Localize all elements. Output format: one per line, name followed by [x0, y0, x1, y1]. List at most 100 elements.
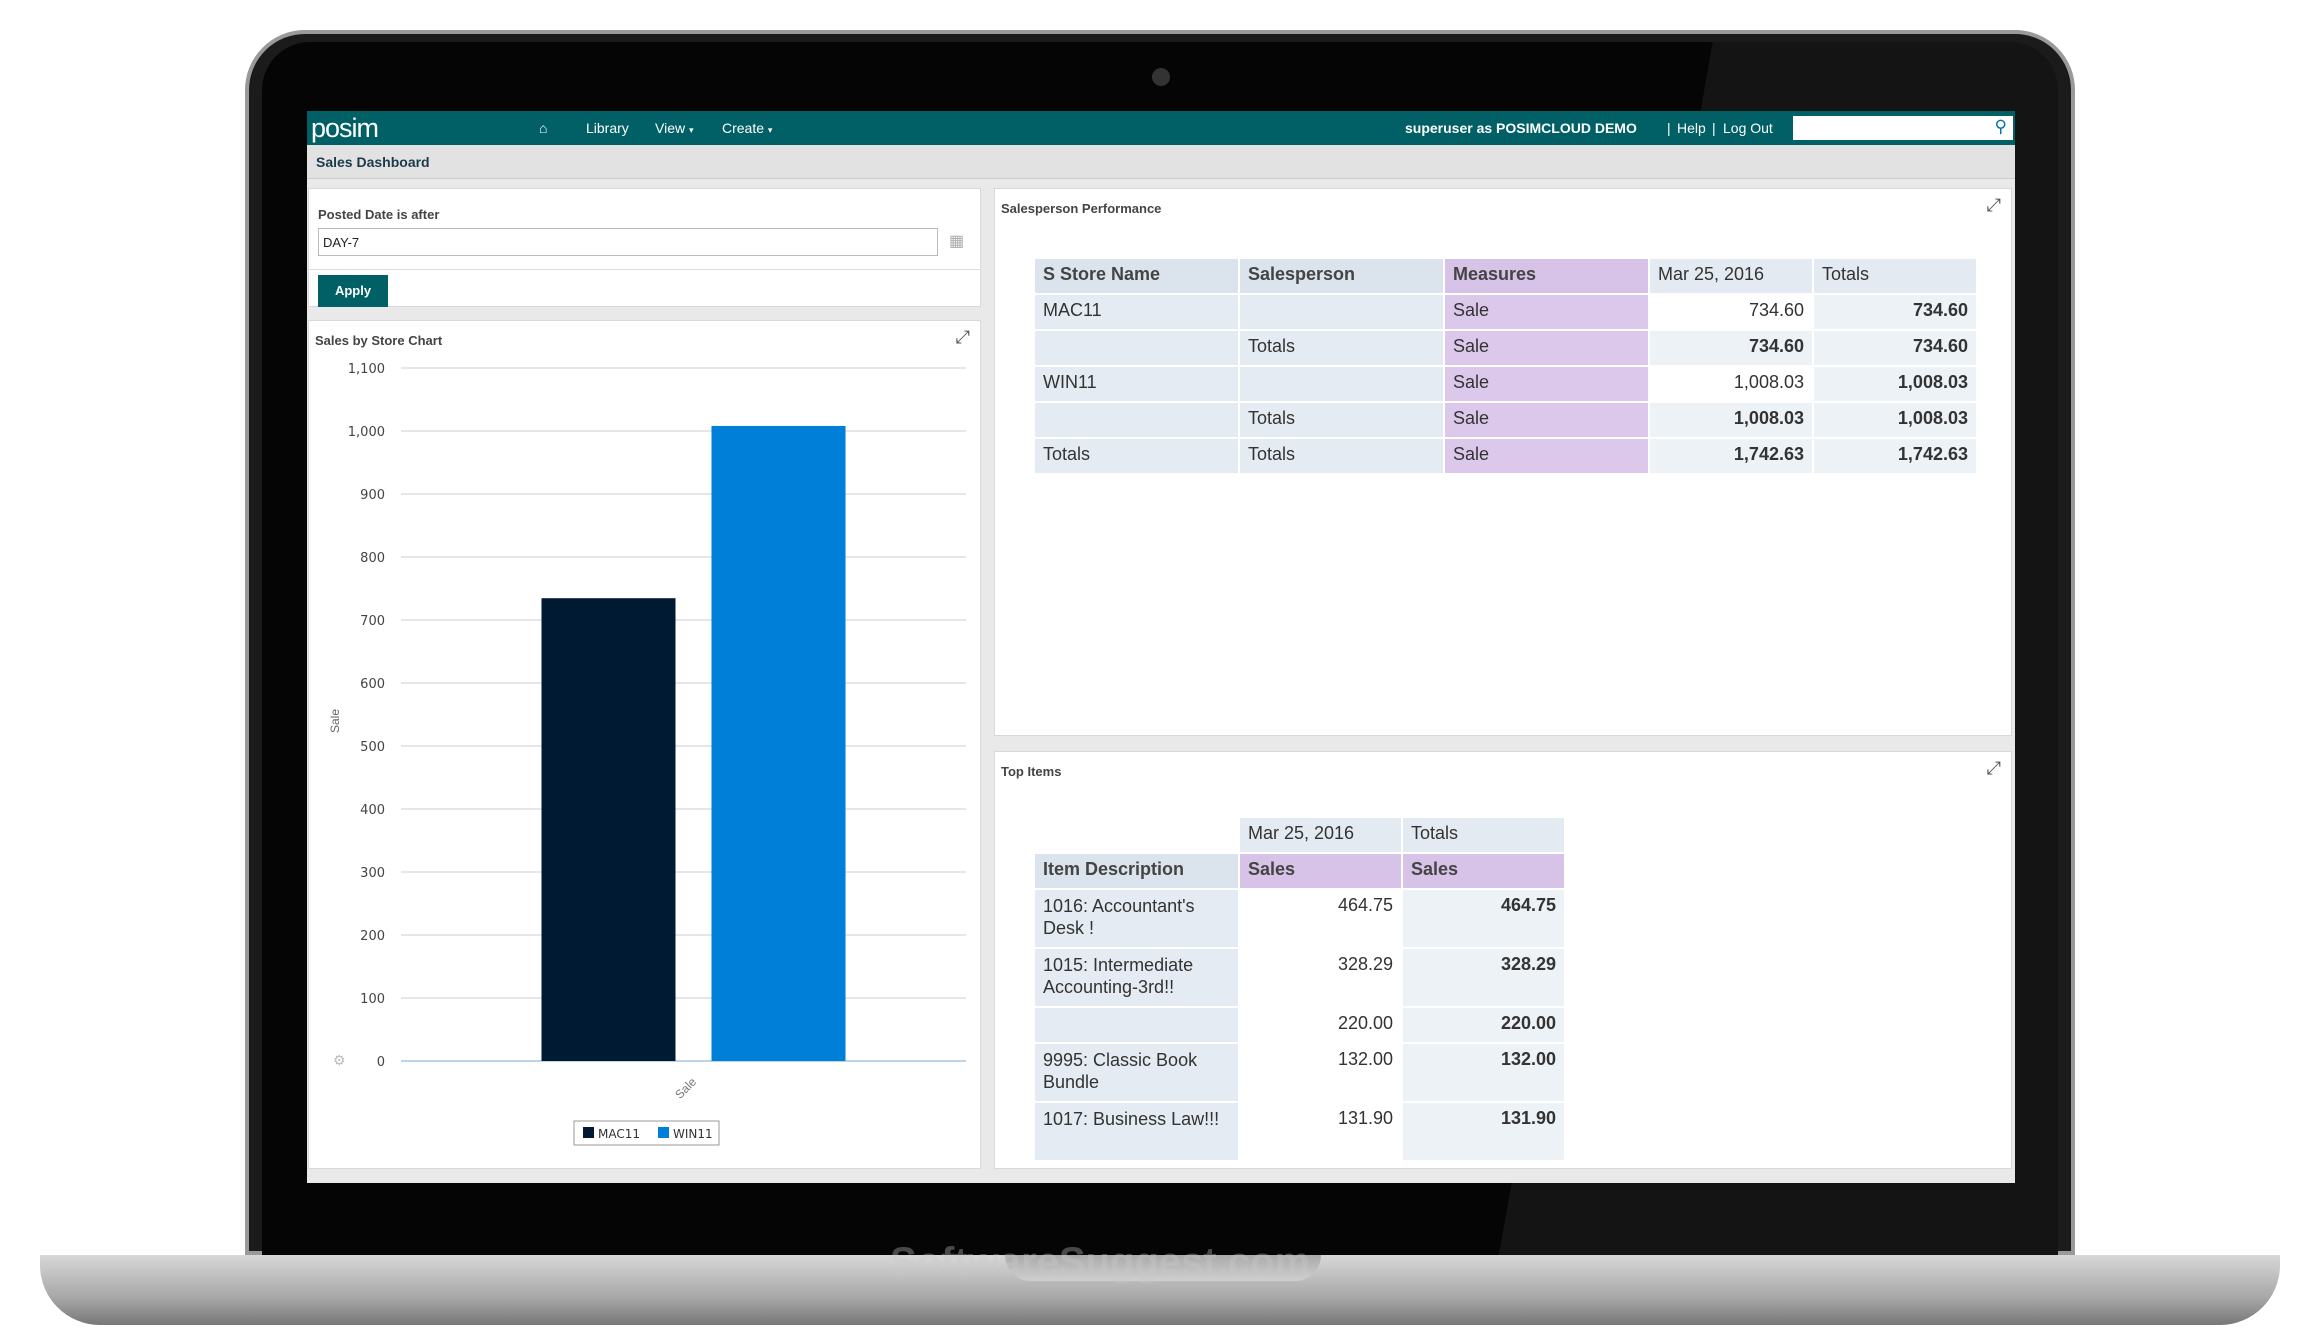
navbar: posim ⌂ Library View ▾ Create ▾ superuse… [307, 111, 2015, 145]
salesperson-title: Salesperson Performance [1001, 201, 1162, 216]
nav-create[interactable]: Create ▾ [722, 120, 772, 136]
table-cell: 734.60 [1814, 331, 1976, 365]
y-tick-label: 100 [360, 992, 385, 1007]
table-cell: 131.90 [1240, 1103, 1401, 1160]
home-icon[interactable]: ⌂ [539, 120, 548, 136]
table-cell: 1015: Intermediate Accounting-3rd!! [1035, 949, 1238, 1006]
y-tick-label: 1,100 [348, 362, 385, 377]
table-row: 1016: Accountant's Desk ! 464.75 464.75 [1035, 890, 1564, 947]
y-axis-label: Sale [328, 709, 342, 733]
y-tick-label: 300 [360, 866, 385, 881]
table-cell: 9995: Classic Book Bundle [1035, 1044, 1238, 1101]
column-header: Item Description [1035, 854, 1238, 888]
table-cell: 464.75 [1240, 890, 1401, 947]
table-cell [1240, 367, 1443, 401]
table-row: Totals Sale 1,008.03 1,008.03 [1035, 403, 1976, 437]
logo[interactable]: posim [311, 113, 379, 143]
table-row: 9995: Classic Book Bundle 132.00 132.00 [1035, 1044, 1564, 1101]
nav-view[interactable]: View ▾ [655, 120, 694, 136]
caret-down-icon: ▾ [767, 125, 773, 135]
expand-icon[interactable]: ⤢ [955, 327, 970, 347]
page-title: Sales Dashboard [316, 154, 430, 170]
table-cell: Sale [1445, 295, 1648, 329]
table-cell: WIN11 [1035, 367, 1238, 401]
table-cell: 132.00 [1403, 1044, 1564, 1101]
table-cell: Sale [1445, 403, 1648, 437]
calendar-icon[interactable]: ▦ [949, 233, 965, 250]
y-tick-label: 0 [377, 1055, 385, 1070]
table-cell: Sale [1445, 439, 1648, 473]
apply-button[interactable]: Apply [318, 275, 388, 307]
table-cell [1035, 403, 1238, 437]
chart-title: Sales by Store Chart [315, 333, 443, 348]
table-cell: Totals [1240, 403, 1443, 437]
legend-label: MAC11 [598, 1127, 640, 1141]
y-tick-label: 900 [360, 488, 385, 503]
caret-down-icon: ▾ [688, 125, 694, 135]
chart-panel: Sales by Store Chart ⤢ 0 100 200 300 400 500 6… [308, 320, 981, 1169]
legend-label: WIN11 [673, 1127, 713, 1141]
expand-icon[interactable]: ⤢ [1986, 195, 2001, 215]
help-link[interactable]: Help [1677, 120, 1706, 136]
table-cell: 1,008.03 [1650, 367, 1812, 401]
chart-options-icon: ⚙ [333, 1052, 346, 1068]
separator: | [1667, 120, 1671, 136]
table-cell: 328.29 [1403, 949, 1564, 1006]
table-row: Totals Sale 734.60 734.60 [1035, 331, 1976, 365]
table-cell [1240, 295, 1443, 329]
expand-icon[interactable]: ⤢ [1986, 758, 2001, 778]
table-cell: 734.60 [1650, 295, 1812, 329]
search-icon[interactable]: ⚲ [1994, 117, 2007, 136]
separator: | [1712, 120, 1716, 136]
table-cell: Totals [1240, 439, 1443, 473]
y-tick-label: 400 [360, 803, 385, 818]
column-header: Mar 25, 2016 [1650, 259, 1812, 293]
y-tick-label: 200 [360, 929, 385, 944]
bar-win11 [711, 425, 846, 1061]
legend-box [573, 1120, 720, 1146]
nav-view-label: View [655, 120, 686, 136]
table-cell: 220.00 [1403, 1008, 1564, 1042]
app-screen: posim ⌂ Library View ▾ Create ▾ superuse… [307, 111, 2015, 1183]
y-tick-label: 1,000 [348, 425, 385, 440]
table-cell: Totals [1240, 331, 1443, 365]
column-header: Sales [1240, 854, 1401, 888]
header-row: S Store Name Salesperson Measures Mar 25, 2… [1035, 259, 1976, 293]
table-row: 1015: Intermediate Accounting-3rd!! 328.2… [1035, 949, 1564, 1006]
search-input[interactable]: ⚲ [1793, 116, 2013, 140]
camera [1152, 68, 1170, 86]
column-header: Sales [1403, 854, 1564, 888]
watermark: SoftwareSuggest.com [890, 1240, 1311, 1284]
table-cell: Totals [1035, 439, 1238, 473]
date-header-row: Mar 25, 2016 Totals [1035, 818, 1564, 852]
y-tick-label: 700 [360, 614, 385, 629]
table-cell: 220.00 [1240, 1008, 1401, 1042]
legend-swatch [658, 1127, 669, 1138]
column-header: Totals [1403, 818, 1564, 852]
user-label: superuser as POSIMCLOUD DEMO [1405, 120, 1637, 136]
column-header: Salesperson [1240, 259, 1443, 293]
table-cell: MAC11 [1035, 295, 1238, 329]
filter-label: Posted Date is after [318, 207, 440, 222]
column-header: S Store Name [1035, 259, 1238, 293]
posted-date-input[interactable]: DAY-7 [318, 228, 938, 256]
table-cell [1035, 331, 1238, 365]
nav-library[interactable]: Library [586, 120, 629, 136]
table-cell: 1,008.03 [1814, 367, 1976, 401]
column-header: Totals [1814, 259, 1976, 293]
table-cell: Sale [1445, 367, 1648, 401]
table-cell: 1,008.03 [1650, 403, 1812, 437]
empty-cell [1035, 818, 1238, 852]
y-tick-label: 600 [360, 677, 385, 692]
salesperson-table: S Store Name Salesperson Measures Mar 25, 2… [1033, 257, 1978, 475]
table-cell: 734.60 [1650, 331, 1812, 365]
table-cell: 464.75 [1403, 890, 1564, 947]
y-tick-label: 800 [360, 551, 385, 566]
top-items-table: Mar 25, 2016 Totals Item Description Sales S… [1033, 816, 1566, 1162]
column-header: Mar 25, 2016 [1240, 818, 1401, 852]
table-cell: 1,742.63 [1814, 439, 1976, 473]
logout-link[interactable]: Log Out [1723, 120, 1773, 136]
table-cell: 734.60 [1814, 295, 1976, 329]
table-row: 1017: Business Law!!! 131.90 131.90 [1035, 1103, 1564, 1160]
divider [309, 269, 980, 270]
